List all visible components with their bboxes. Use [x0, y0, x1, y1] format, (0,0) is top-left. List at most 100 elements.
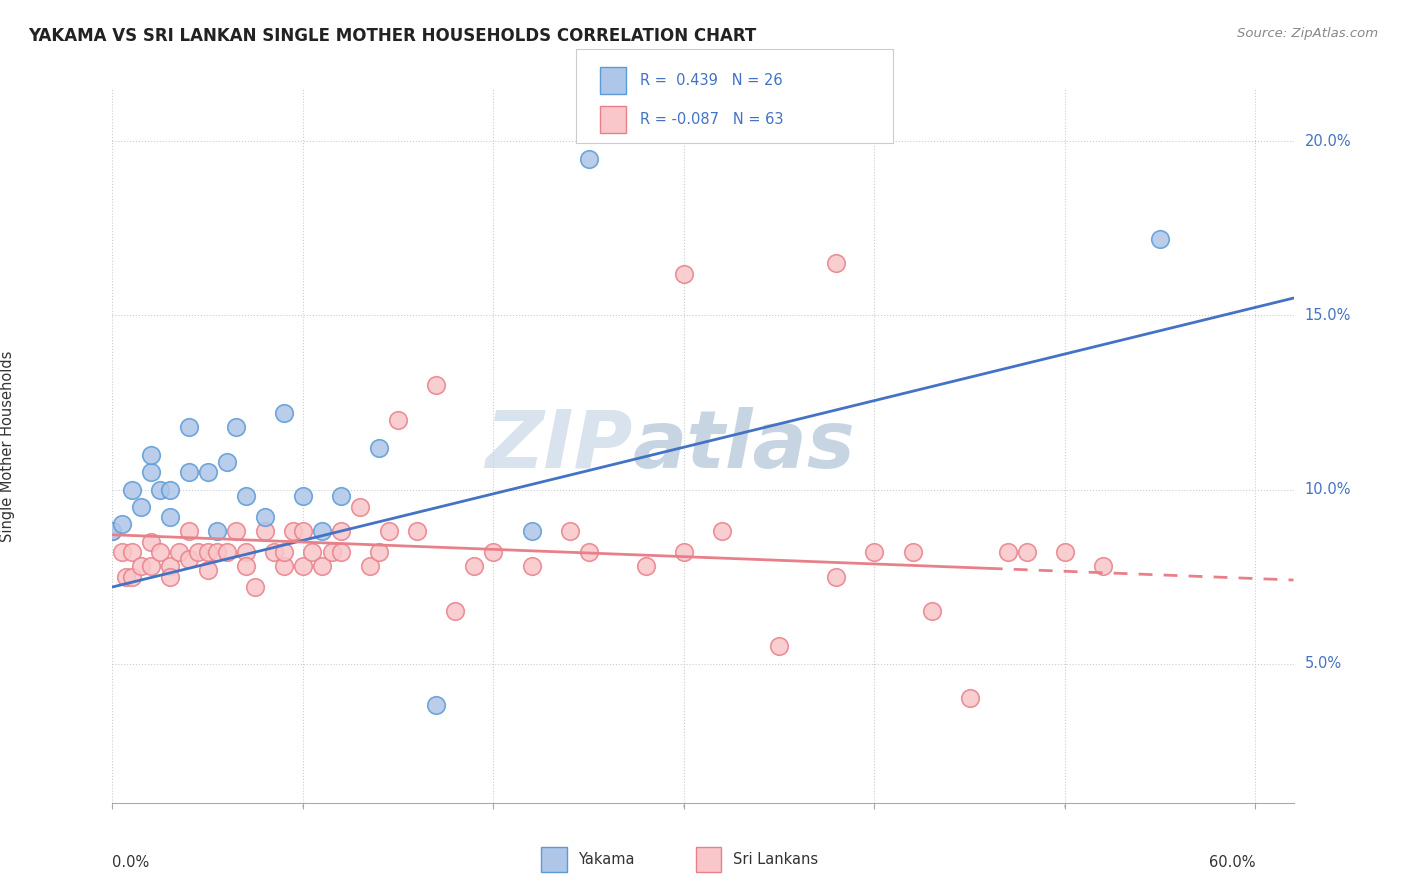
Point: [139, 465, 162, 479]
Point: [387, 413, 409, 427]
Point: [520, 524, 543, 539]
Point: [149, 483, 172, 497]
Point: [368, 441, 391, 455]
Point: [245, 580, 267, 594]
Text: 20.0%: 20.0%: [1305, 134, 1351, 149]
Point: [129, 559, 152, 574]
Point: [482, 545, 505, 559]
Point: [129, 500, 152, 514]
Point: [997, 545, 1019, 559]
Text: 60.0%: 60.0%: [1209, 855, 1256, 870]
Point: [444, 604, 467, 618]
Point: [291, 559, 314, 574]
Point: [159, 510, 181, 524]
Point: [1053, 545, 1076, 559]
Text: ZIP: ZIP: [485, 407, 633, 485]
Point: [1092, 559, 1115, 574]
Text: 5.0%: 5.0%: [1305, 656, 1341, 671]
Text: Single Mother Households: Single Mother Households: [0, 351, 15, 541]
Point: [283, 524, 305, 539]
Point: [368, 545, 391, 559]
Point: [197, 465, 219, 479]
Point: [330, 545, 353, 559]
Point: [167, 545, 190, 559]
Point: [291, 490, 314, 504]
Point: [139, 559, 162, 574]
Text: atlas: atlas: [633, 407, 855, 485]
Point: [121, 483, 143, 497]
Point: [520, 559, 543, 574]
Point: [463, 559, 485, 574]
Point: [121, 569, 143, 583]
Point: [558, 524, 581, 539]
Point: [177, 524, 200, 539]
Point: [425, 378, 447, 392]
Point: [711, 524, 734, 539]
Point: [101, 524, 124, 539]
Point: [197, 563, 219, 577]
Point: [263, 545, 285, 559]
Point: [321, 545, 343, 559]
Point: [273, 559, 295, 574]
Text: 0.0%: 0.0%: [112, 855, 149, 870]
Point: [114, 569, 136, 583]
Point: [159, 569, 181, 583]
Point: [111, 545, 134, 559]
Point: [863, 545, 886, 559]
Point: [578, 545, 600, 559]
Point: [273, 406, 295, 420]
Point: [1149, 232, 1171, 246]
Point: [225, 524, 247, 539]
Text: R = -0.087   N = 63: R = -0.087 N = 63: [640, 112, 783, 128]
Point: [177, 552, 200, 566]
Point: [149, 545, 172, 559]
Point: [235, 545, 257, 559]
Point: [177, 420, 200, 434]
Point: [139, 534, 162, 549]
Point: [177, 465, 200, 479]
Text: 15.0%: 15.0%: [1305, 308, 1351, 323]
Point: [578, 152, 600, 166]
Point: [121, 545, 143, 559]
Point: [111, 517, 134, 532]
Text: Sri Lankans: Sri Lankans: [733, 853, 818, 867]
Text: YAKAMA VS SRI LANKAN SINGLE MOTHER HOUSEHOLDS CORRELATION CHART: YAKAMA VS SRI LANKAN SINGLE MOTHER HOUSE…: [28, 27, 756, 45]
Point: [330, 524, 353, 539]
Point: [921, 604, 943, 618]
Point: [768, 639, 790, 653]
Point: [349, 500, 371, 514]
Point: [225, 420, 247, 434]
Point: [101, 524, 124, 539]
Point: [159, 559, 181, 574]
Point: [634, 559, 657, 574]
Point: [215, 545, 238, 559]
Point: [1015, 545, 1038, 559]
Text: Yakama: Yakama: [578, 853, 634, 867]
Point: [253, 524, 276, 539]
Point: [311, 559, 333, 574]
Text: Source: ZipAtlas.com: Source: ZipAtlas.com: [1237, 27, 1378, 40]
Point: [215, 455, 238, 469]
Point: [359, 559, 381, 574]
Point: [901, 545, 924, 559]
Point: [406, 524, 429, 539]
Point: [825, 256, 848, 270]
Point: [825, 569, 848, 583]
Point: [273, 545, 295, 559]
Point: [330, 490, 353, 504]
Point: [425, 698, 447, 713]
Point: [672, 267, 695, 281]
Point: [959, 691, 981, 706]
Point: [235, 559, 257, 574]
Point: [253, 510, 276, 524]
Point: [159, 483, 181, 497]
Point: [291, 524, 314, 539]
Point: [235, 490, 257, 504]
Text: R =  0.439   N = 26: R = 0.439 N = 26: [640, 73, 782, 88]
Point: [197, 545, 219, 559]
Point: [187, 545, 209, 559]
Point: [301, 545, 323, 559]
Point: [672, 545, 695, 559]
Point: [207, 524, 229, 539]
Point: [139, 448, 162, 462]
